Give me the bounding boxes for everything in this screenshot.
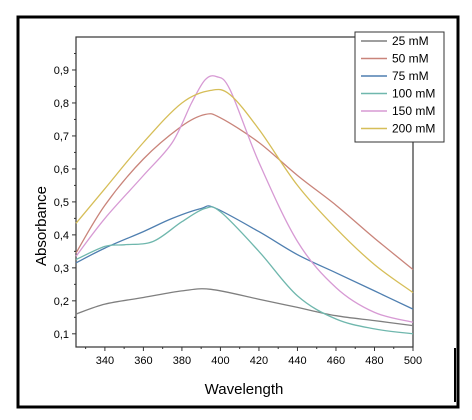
y-tick-label: 0,6 (54, 164, 69, 176)
y-tick-label: 0,2 (54, 296, 69, 308)
legend-label: 200 mM (392, 122, 435, 136)
x-tick-label: 460 (327, 355, 345, 367)
legend: 25 mM 50 mM 75 mM 100 mM 150 mM 200 mM (354, 31, 445, 143)
x-tick-label: 400 (211, 355, 229, 367)
y-axis-ticks: 0,1 0,2 0,3 0,4 0,5 0,6 0,7 0,8 0,9 (54, 52, 76, 341)
y-tick-label: 0,7 (54, 131, 69, 143)
x-tick-label: 340 (96, 355, 114, 367)
x-tick-label: 480 (365, 355, 383, 367)
series-line-75-mm (75, 205, 414, 310)
series-line-25-mm (75, 288, 414, 327)
x-tick-label: 500 (404, 355, 422, 367)
y-tick-label: 0,5 (54, 197, 69, 209)
y-tick-label: 0,9 (54, 65, 69, 77)
legend-label: 75 mM (392, 69, 429, 83)
legend-label: 25 mM (392, 34, 429, 48)
series-group (75, 75, 414, 335)
legend-label: 50 mM (392, 52, 429, 66)
y-axis-label: Absorbance (33, 186, 50, 266)
legend-box (354, 31, 445, 143)
y-tick-label: 0,3 (54, 263, 69, 275)
series-line-100-mm (75, 206, 414, 335)
x-axis-label: Wavelength (205, 381, 284, 398)
series-line-50-mm (75, 113, 414, 271)
series-line-150-mm (75, 75, 414, 323)
legend-label: 100 mM (392, 87, 435, 101)
x-tick-label: 440 (288, 355, 306, 367)
plot-area (75, 36, 414, 348)
x-tick-label: 360 (134, 355, 152, 367)
figure-border (16, 15, 460, 409)
y-tick-label: 0,8 (54, 98, 69, 110)
x-axis-ticks: 340 360 380 400 420 440 460 480 500 (85, 347, 422, 367)
series-line-200-mm (75, 88, 414, 294)
x-tick-label: 380 (173, 355, 191, 367)
x-tick-label: 420 (250, 355, 268, 367)
legend-label: 150 mM (392, 104, 435, 118)
y-tick-label: 0,4 (54, 230, 69, 242)
y-tick-label: 0,1 (54, 329, 69, 341)
